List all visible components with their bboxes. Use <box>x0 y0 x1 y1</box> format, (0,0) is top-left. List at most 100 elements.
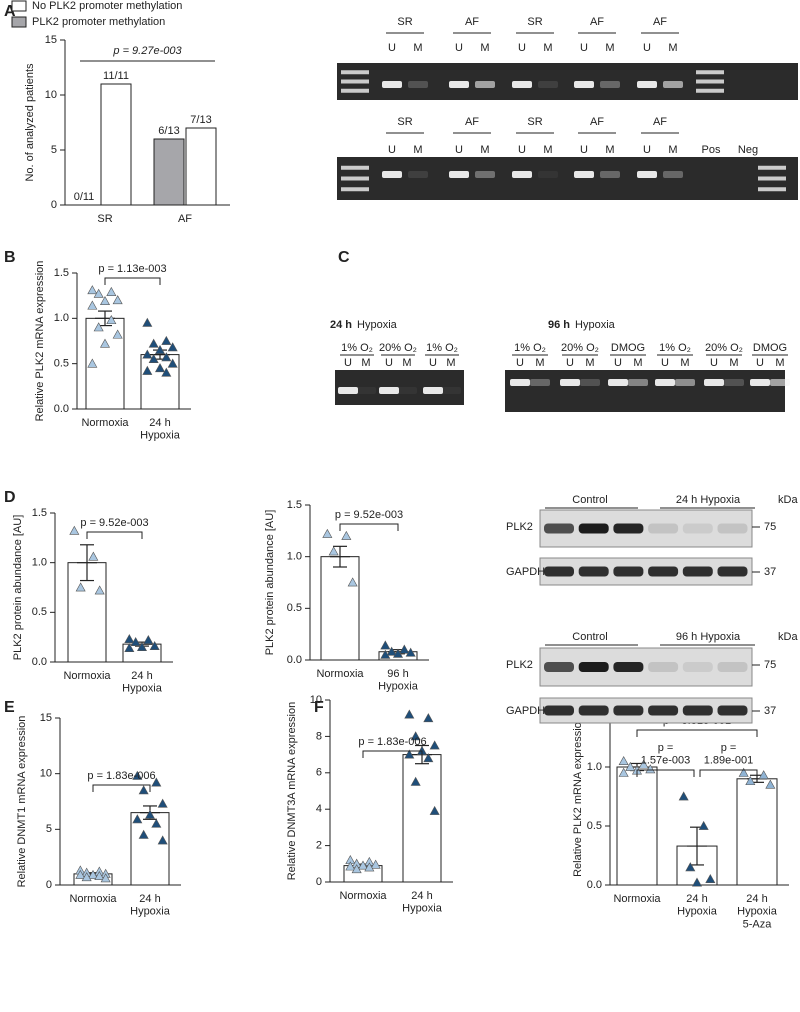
data-point <box>745 776 756 786</box>
y-tick-label: 1.0 <box>287 551 302 563</box>
lane-sublabel: U <box>455 42 463 54</box>
lane-sublabel: M <box>402 357 411 369</box>
marker-label: 75 <box>764 659 776 671</box>
gel-band <box>628 379 648 386</box>
lane-sublabel: M <box>775 357 784 369</box>
lane-sublabel: U <box>614 357 622 369</box>
ladder-band <box>696 70 724 75</box>
x-tick-label: Normoxia <box>81 417 129 429</box>
gel-band <box>408 81 428 88</box>
gel-band <box>663 171 683 178</box>
y-axis-label: No. of analyzed patients <box>24 63 36 182</box>
blot-band <box>578 705 609 716</box>
x-tick-label: Normoxia <box>69 893 117 905</box>
y-tick-label: 0.0 <box>54 403 69 415</box>
y-tick-label: 0.0 <box>287 654 302 666</box>
gel-band <box>574 81 594 88</box>
data-point <box>705 873 716 883</box>
lane-label: SR <box>527 16 542 28</box>
lane-sublabel: U <box>388 42 396 54</box>
gel-band <box>538 81 558 88</box>
gel-band <box>423 387 443 394</box>
y-tick-label: 10 <box>45 89 57 101</box>
text-line: 1.57e-003 <box>641 755 691 767</box>
y-tick-label: 8 <box>316 730 322 742</box>
blot-band <box>648 705 679 716</box>
blot-band <box>682 566 713 577</box>
data-point <box>423 753 434 763</box>
group-label: Control <box>572 631 607 643</box>
data-point <box>149 640 160 651</box>
panel-label: C <box>338 249 350 266</box>
data-point <box>625 761 636 771</box>
text-line: 96 h <box>387 668 408 680</box>
x-tick-label: Normoxia <box>63 670 111 682</box>
lane-sublabel: U <box>643 42 651 54</box>
gel-band <box>512 81 532 88</box>
y-axis-label: Relative PLK2 mRNA expression <box>572 716 584 877</box>
data-point <box>161 335 172 345</box>
bar <box>67 562 107 663</box>
error-bar <box>77 544 97 582</box>
lane-sublabel: M <box>668 144 677 156</box>
ladder-band <box>758 176 786 181</box>
data-point <box>124 642 135 652</box>
gel-title-bold: 96 h <box>548 319 570 331</box>
data-point <box>638 759 649 769</box>
significance-bracket <box>636 729 758 737</box>
lane-sublabel: M <box>605 42 614 54</box>
text-line: Hypoxia <box>140 430 181 442</box>
ladder-band <box>341 165 369 170</box>
data-point <box>157 835 168 845</box>
lane-label: DMOG <box>611 342 645 354</box>
lane-sublabel: U <box>580 144 588 156</box>
lane-sublabel: U <box>385 357 393 369</box>
x-tick-label: Normoxia <box>339 890 387 902</box>
data-point <box>698 820 709 830</box>
x-tick-label: 24 h Hypoxia <box>677 893 718 918</box>
data-point <box>87 300 98 310</box>
data-point <box>148 338 159 348</box>
panel-label: B <box>4 249 16 266</box>
blot-band <box>544 662 574 672</box>
y-axis-label: Relative PLK2 mRNA expression <box>34 261 46 422</box>
text-line: Hypoxia <box>130 906 171 918</box>
lane-label: AF <box>465 16 479 28</box>
data-point <box>132 814 143 824</box>
lane-label: AF <box>653 116 667 128</box>
data-point <box>99 295 111 306</box>
blot-band <box>648 662 679 672</box>
y-tick-label: 5 <box>46 823 52 835</box>
y-axis-label: PLK2 protein abundance [AU] <box>264 510 276 656</box>
data-point <box>405 647 416 657</box>
y-tick-label: 1.5 <box>54 267 69 279</box>
data-point <box>157 798 168 808</box>
y-tick-label: 0 <box>51 199 57 211</box>
text-line: 24 h <box>746 893 767 905</box>
data-point <box>99 338 111 348</box>
data-point <box>423 713 434 723</box>
text-line: 5-Aza <box>743 918 773 930</box>
ladder-band <box>696 79 724 84</box>
lane-label: 1% O₂ <box>659 342 691 354</box>
data-point <box>618 767 629 777</box>
gel-band <box>750 379 770 386</box>
gel-band <box>382 171 402 178</box>
gel-band <box>724 379 744 386</box>
annotation: p = 9.27e-003 <box>112 45 182 57</box>
data-point <box>167 342 178 352</box>
blot-band <box>578 662 609 672</box>
y-tick-label: 10 <box>40 768 52 780</box>
panel-label: E <box>4 699 15 716</box>
data-point <box>678 791 689 801</box>
data-point <box>151 818 162 828</box>
lane-sublabel: U <box>756 357 764 369</box>
lane-label: SR <box>527 116 542 128</box>
lane-sublabel: M <box>543 42 552 54</box>
data-point <box>738 767 749 777</box>
ladder-band <box>758 165 786 170</box>
gel-band <box>560 379 580 386</box>
data-point <box>138 829 149 839</box>
gel-band <box>441 387 461 394</box>
